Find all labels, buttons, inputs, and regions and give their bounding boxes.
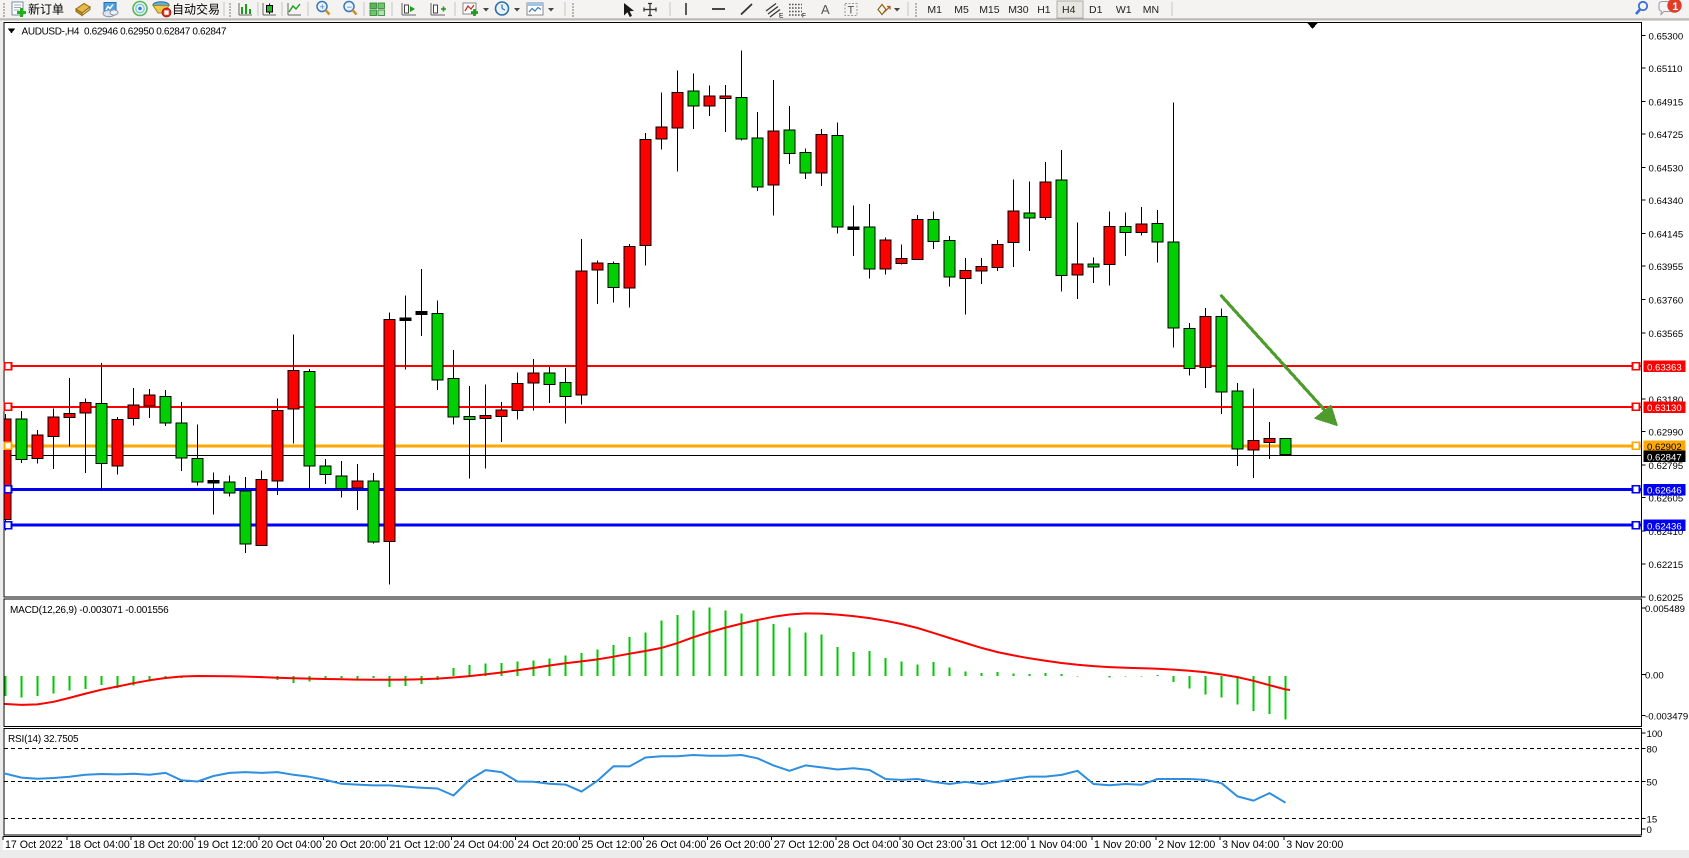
svg-text:0.64530: 0.64530 — [1649, 163, 1684, 174]
svg-text:M30: M30 — [1008, 4, 1029, 16]
svg-text:27 Oct 12:00: 27 Oct 12:00 — [774, 839, 835, 851]
svg-text:W1: W1 — [1116, 4, 1132, 16]
svg-text:0.62847: 0.62847 — [1647, 452, 1682, 463]
svg-text:0.63760: 0.63760 — [1649, 295, 1684, 306]
svg-text:100: 100 — [1647, 729, 1663, 740]
svg-text:20 Oct 04:00: 20 Oct 04:00 — [261, 839, 322, 851]
svg-text:F: F — [802, 13, 806, 20]
svg-text:30 Oct 23:00: 30 Oct 23:00 — [902, 839, 963, 851]
svg-text:28 Oct 04:00: 28 Oct 04:00 — [838, 839, 899, 851]
svg-text:0.65300: 0.65300 — [1649, 31, 1684, 42]
svg-text:0.65110: 0.65110 — [1649, 64, 1683, 75]
svg-text:0.62410: 0.62410 — [1649, 527, 1684, 538]
svg-text:0.00: 0.00 — [1645, 670, 1664, 681]
svg-text:25 Oct 12:00: 25 Oct 12:00 — [582, 839, 643, 851]
svg-text:0.63955: 0.63955 — [1649, 262, 1684, 273]
svg-text:0.64340: 0.64340 — [1649, 196, 1684, 207]
svg-text:E: E — [779, 13, 784, 20]
svg-text:3 Nov 20:00: 3 Nov 20:00 — [1286, 839, 1343, 851]
svg-text:24 Oct 20:00: 24 Oct 20:00 — [518, 839, 579, 851]
svg-text:0.62646: 0.62646 — [1647, 486, 1682, 497]
svg-text:0: 0 — [1647, 825, 1652, 836]
svg-text:18 Oct 20:00: 18 Oct 20:00 — [133, 839, 194, 851]
svg-text:0.63130: 0.63130 — [1647, 403, 1682, 414]
svg-text:17 Oct 2022: 17 Oct 2022 — [5, 839, 63, 851]
svg-text:0.62990: 0.62990 — [1649, 427, 1684, 438]
svg-text:80: 80 — [1647, 744, 1658, 755]
svg-text:0.63180: 0.63180 — [1649, 395, 1684, 406]
svg-text:18 Oct 04:00: 18 Oct 04:00 — [69, 839, 130, 851]
svg-text:A: A — [821, 2, 830, 17]
svg-text:T: T — [848, 5, 855, 17]
svg-text:50: 50 — [1647, 777, 1658, 788]
svg-text:−: − — [347, 2, 352, 12]
svg-text:-0.003479: -0.003479 — [1645, 712, 1688, 723]
svg-text:M5: M5 — [954, 4, 969, 16]
svg-text:0.62025: 0.62025 — [1649, 593, 1684, 604]
svg-text:15: 15 — [1647, 814, 1658, 825]
svg-text:0.64915: 0.64915 — [1649, 97, 1684, 108]
svg-text:26 Oct 04:00: 26 Oct 04:00 — [646, 839, 707, 851]
svg-text:+: + — [320, 2, 325, 12]
svg-text:MACD(12,26,9) -0.003071 -0.001: MACD(12,26,9) -0.003071 -0.001556 — [10, 605, 169, 616]
svg-text:自动交易: 自动交易 — [172, 2, 220, 17]
svg-text:D1: D1 — [1089, 4, 1103, 16]
svg-text:20 Oct 20:00: 20 Oct 20:00 — [325, 839, 386, 851]
svg-text:0.64145: 0.64145 — [1649, 229, 1684, 240]
svg-text:新订单: 新订单 — [28, 2, 64, 17]
svg-text:H1: H1 — [1037, 4, 1051, 16]
svg-text:1 Nov 04:00: 1 Nov 04:00 — [1030, 839, 1087, 851]
svg-text:H4: H4 — [1062, 4, 1076, 16]
svg-text:0.62795: 0.62795 — [1649, 461, 1684, 472]
svg-text:0.63363: 0.63363 — [1647, 362, 1682, 373]
svg-text:26 Oct 20:00: 26 Oct 20:00 — [710, 839, 771, 851]
svg-text:MN: MN — [1143, 4, 1159, 16]
svg-text:0.62605: 0.62605 — [1649, 493, 1684, 504]
svg-text:0.62215: 0.62215 — [1649, 560, 1684, 571]
svg-text:0.62436: 0.62436 — [1647, 521, 1682, 532]
svg-text:0.005489: 0.005489 — [1645, 604, 1685, 615]
svg-text:0.64725: 0.64725 — [1649, 130, 1684, 141]
svg-text:3 Nov 04:00: 3 Nov 04:00 — [1222, 839, 1279, 851]
svg-text:2 Nov 12:00: 2 Nov 12:00 — [1158, 839, 1215, 851]
svg-text:M15: M15 — [979, 4, 1000, 16]
svg-text:RSI(14) 32.7505: RSI(14) 32.7505 — [8, 734, 79, 745]
svg-text:1 Nov 20:00: 1 Nov 20:00 — [1094, 839, 1151, 851]
svg-text:M1: M1 — [927, 4, 942, 16]
svg-text:0.62902: 0.62902 — [1647, 442, 1682, 453]
svg-text:31 Oct 12:00: 31 Oct 12:00 — [966, 839, 1027, 851]
svg-text:AUDUSD-,H4 0.62946 0.62950 0.: AUDUSD-,H4 0.62946 0.62950 0.62847 0.628… — [22, 26, 227, 37]
svg-text:0.63565: 0.63565 — [1649, 329, 1684, 340]
svg-text:24 Oct 04:00: 24 Oct 04:00 — [453, 839, 514, 851]
svg-text:19 Oct 12:00: 19 Oct 12:00 — [197, 839, 258, 851]
svg-text:21 Oct 12:00: 21 Oct 12:00 — [389, 839, 450, 851]
svg-text:1: 1 — [1672, 1, 1678, 13]
